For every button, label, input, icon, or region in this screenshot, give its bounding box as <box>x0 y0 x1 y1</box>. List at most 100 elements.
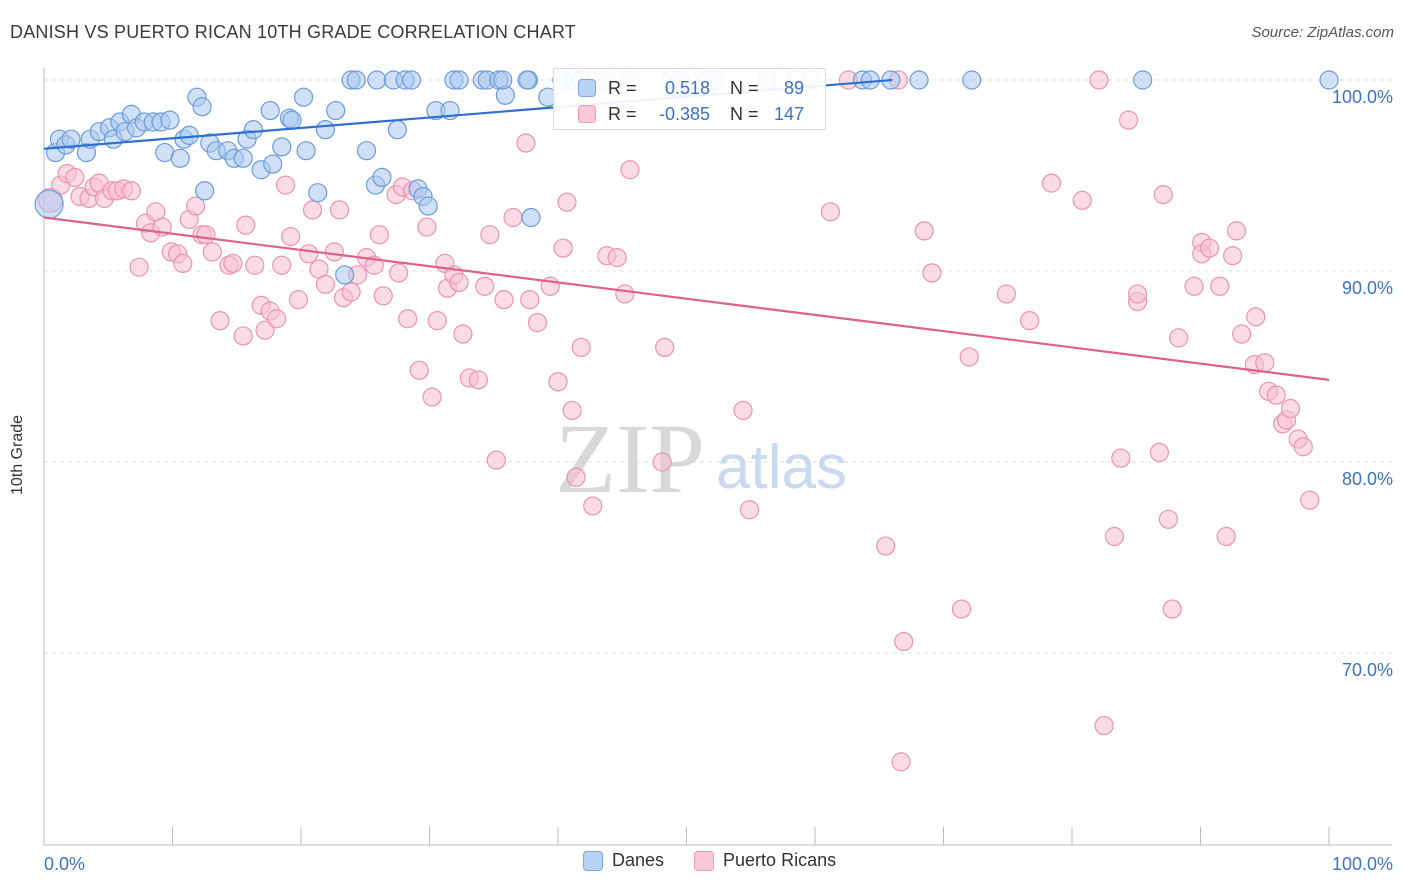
y-tick-label: 90.0% <box>1342 278 1393 298</box>
danes-point <box>260 100 280 121</box>
danes-point <box>418 196 438 216</box>
puerto-ricans-point <box>503 207 523 228</box>
danes-point <box>367 70 387 90</box>
puerto-ricans-point <box>65 167 85 188</box>
series-legend: Danes Puerto Ricans <box>583 850 866 871</box>
puerto-ricans-point <box>186 196 206 216</box>
danes-point <box>170 148 190 168</box>
puerto-ricans-point <box>449 272 469 293</box>
legend-danes-label: Danes <box>612 850 665 870</box>
puerto-ricans-point <box>417 217 437 237</box>
puerto-ricans-point <box>398 309 418 329</box>
puerto-ricans-point <box>1232 324 1252 344</box>
danes-point <box>315 120 336 140</box>
puerto-ricans-point <box>733 400 753 421</box>
danes-point <box>1133 70 1153 90</box>
danes-point <box>401 70 422 90</box>
puerto-ricans-point <box>121 181 141 201</box>
puerto-ricans-point <box>480 225 500 245</box>
puerto-ricans-point <box>1300 490 1320 510</box>
puerto-ricans-r-value: -0.385 <box>658 103 710 124</box>
n-label: N = <box>730 77 759 98</box>
danes-n-value: 89 <box>783 77 804 98</box>
puerto-ricans-point <box>329 200 350 220</box>
puerto-ricans-point <box>288 290 309 310</box>
puerto-ricans-point <box>1184 276 1204 296</box>
chart-title: DANISH VS PUERTO RICAN 10TH GRADE CORREL… <box>10 22 576 42</box>
danes-point <box>192 97 212 117</box>
danes-point <box>372 167 392 188</box>
puerto-ricans-legend-swatch <box>694 850 715 871</box>
puerto-ricans-point <box>1118 110 1139 130</box>
puerto-ricans-point <box>1041 173 1062 193</box>
puerto-ricans-point <box>520 290 540 310</box>
puerto-ricans-point <box>275 175 296 195</box>
puerto-ricans-point <box>233 326 253 346</box>
puerto-ricans-point <box>914 221 934 241</box>
watermark: ZIP atlas <box>555 403 847 514</box>
puerto-ricans-trend-line <box>43 216 1330 381</box>
puerto-ricans-point <box>655 337 675 357</box>
danes-point <box>356 141 377 161</box>
puerto-ricans-point <box>272 255 292 275</box>
danes-point <box>272 137 292 157</box>
puerto-ricans-point <box>1280 398 1301 419</box>
puerto-ricans-point <box>516 133 536 153</box>
danes-point <box>308 183 328 203</box>
danes-point <box>296 141 316 161</box>
puerto-ricans-point <box>739 500 760 520</box>
puerto-ricans-point <box>607 248 627 268</box>
puerto-ricans-swatch <box>578 105 596 123</box>
x-tick-label: 0.0% <box>44 854 85 874</box>
puerto-ricans-point <box>1158 509 1178 529</box>
danes-legend-swatch <box>583 850 603 871</box>
legend-item-danes[interactable]: Danes <box>583 850 664 871</box>
puerto-ricans-point <box>1199 238 1220 258</box>
puerto-ricans-point <box>453 324 473 344</box>
danes-point <box>335 265 355 285</box>
danes-point <box>346 70 366 90</box>
danes-point <box>387 120 407 140</box>
danes-point <box>1319 70 1339 90</box>
puerto-ricans-point <box>255 320 275 340</box>
x-tick-label: 100.0% <box>1332 854 1393 874</box>
danes-point <box>962 70 982 90</box>
puerto-ricans-points <box>37 70 1320 772</box>
danes-point <box>860 70 880 90</box>
puerto-ricans-point <box>894 631 914 652</box>
danes-point <box>517 70 537 90</box>
puerto-ricans-point <box>468 370 488 390</box>
puerto-ricans-point <box>562 400 582 421</box>
puerto-ricans-point <box>223 253 243 273</box>
tick-labels: 70.0% 80.0% 90.0% 100.0% 0.0% 100.0% <box>44 87 1393 874</box>
r-label: R = <box>608 77 637 98</box>
puerto-ricans-point <box>959 347 979 367</box>
puerto-ricans-point <box>583 496 603 516</box>
puerto-ricans-point <box>373 286 393 306</box>
puerto-ricans-point <box>1153 185 1173 205</box>
danes-swatch <box>578 79 596 97</box>
source-credit: Source: ZipAtlas.com <box>1251 24 1394 41</box>
puerto-ricans-point <box>1246 307 1266 327</box>
puerto-ricans-point <box>315 274 336 294</box>
puerto-ricans-point <box>210 311 230 331</box>
danes-point <box>233 148 253 168</box>
danes-point <box>521 207 541 228</box>
puerto-ricans-point <box>1266 385 1286 405</box>
r-label: R = <box>608 103 637 124</box>
danes-point <box>61 129 81 149</box>
puerto-ricans-point <box>1210 276 1230 296</box>
puerto-ricans-point <box>820 202 841 222</box>
puerto-ricans-point <box>571 337 591 357</box>
watermark-atlas: atlas <box>716 433 847 502</box>
puerto-ricans-point <box>389 263 409 283</box>
puerto-ricans-point <box>527 312 548 333</box>
legend-item-puerto-ricans[interactable]: Puerto Ricans <box>694 850 836 871</box>
puerto-ricans-point <box>1089 70 1109 90</box>
puerto-ricans-point <box>324 242 345 262</box>
puerto-ricans-point <box>652 452 672 472</box>
puerto-ricans-point <box>876 536 896 556</box>
puerto-ricans-point <box>553 238 573 258</box>
puerto-ricans-point <box>245 255 265 275</box>
watermark-zip: ZIP <box>555 403 705 514</box>
